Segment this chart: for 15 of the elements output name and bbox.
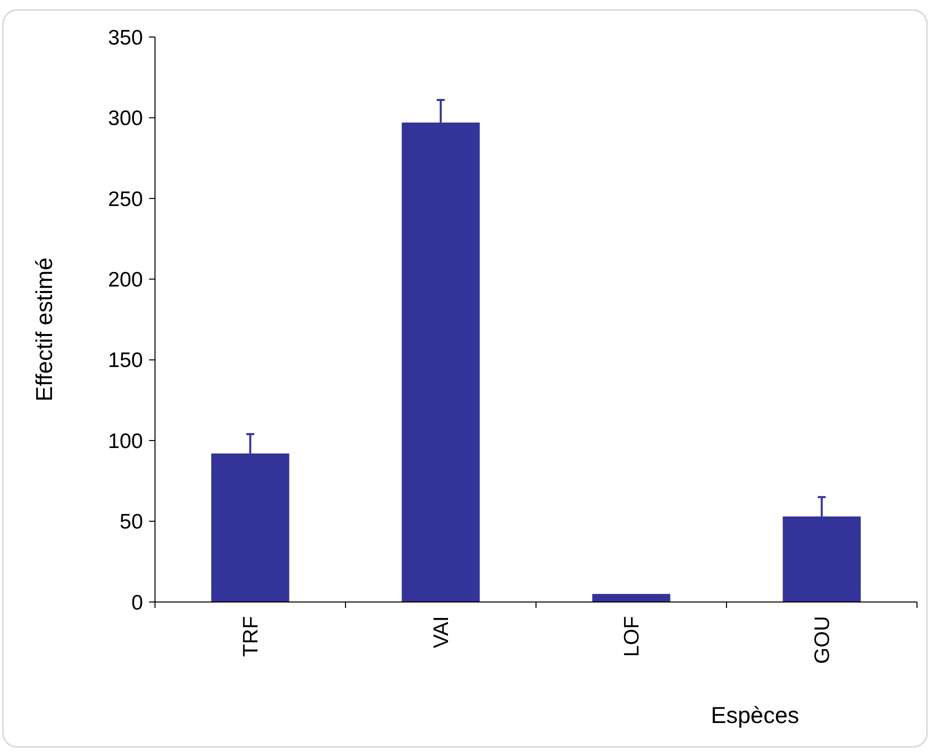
x-tick-label: LOF xyxy=(620,616,644,657)
x-tick-label: VAI xyxy=(430,616,453,648)
y-tick-label: 100 xyxy=(108,430,143,453)
y-tick-label: 200 xyxy=(108,268,143,292)
y-tick-label: 250 xyxy=(108,188,143,211)
y-tick-label: 150 xyxy=(108,349,143,372)
y-tick-label: 0 xyxy=(131,591,143,614)
y-tick-label: 300 xyxy=(108,107,143,130)
y-axis-title: Effectif estimé xyxy=(31,257,57,402)
y-tick-label: 50 xyxy=(120,510,143,534)
x-axis-title: Espèces xyxy=(710,702,800,728)
x-tick-label: TRF xyxy=(239,616,262,657)
x-tick-label: GOU xyxy=(810,616,834,664)
bar xyxy=(592,594,670,602)
y-tick-label: 350 xyxy=(108,26,143,50)
